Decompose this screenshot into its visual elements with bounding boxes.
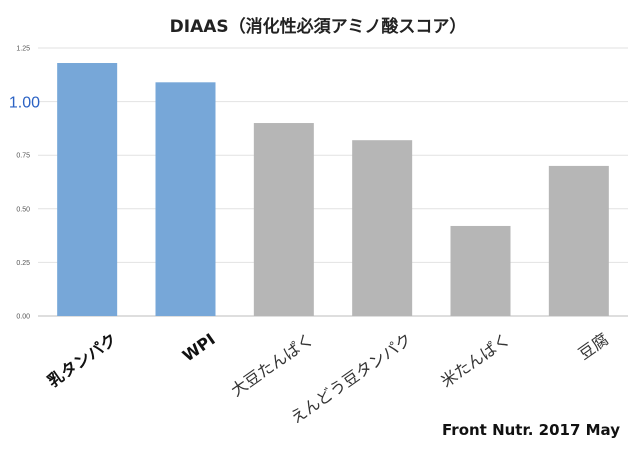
bar — [548, 165, 609, 316]
y-tick-label: 0.75 — [16, 153, 30, 160]
gridlines — [38, 47, 628, 317]
bars — [57, 63, 609, 317]
x-category-label: 大豆たんぱく — [227, 330, 317, 401]
bar — [352, 140, 413, 316]
bar — [155, 82, 216, 316]
chart-title: DIAAS（消化性必須アミノ酸スコア） — [170, 16, 467, 37]
y-tick-labels: 0.00 0.25 0.50 0.75 1.00 1.25 — [9, 46, 40, 321]
y-tick-label: 0.00 — [16, 314, 30, 321]
x-category-label: WPI — [179, 330, 219, 366]
y-tick-label: 1.00 — [9, 95, 40, 112]
y-tick-label: 0.25 — [16, 260, 30, 267]
x-category-label: 米たんぱく — [437, 330, 513, 391]
y-tick-label: 1.25 — [16, 46, 30, 53]
source-citation: Front Nutr. 2017 May — [442, 421, 620, 439]
y-tick-label: 0.50 — [16, 206, 30, 213]
bar — [57, 63, 118, 317]
bar — [253, 123, 314, 316]
bar — [450, 225, 511, 316]
x-category-label: 豆腐 — [575, 330, 612, 364]
x-category-label: 乳タンパク — [44, 330, 120, 391]
